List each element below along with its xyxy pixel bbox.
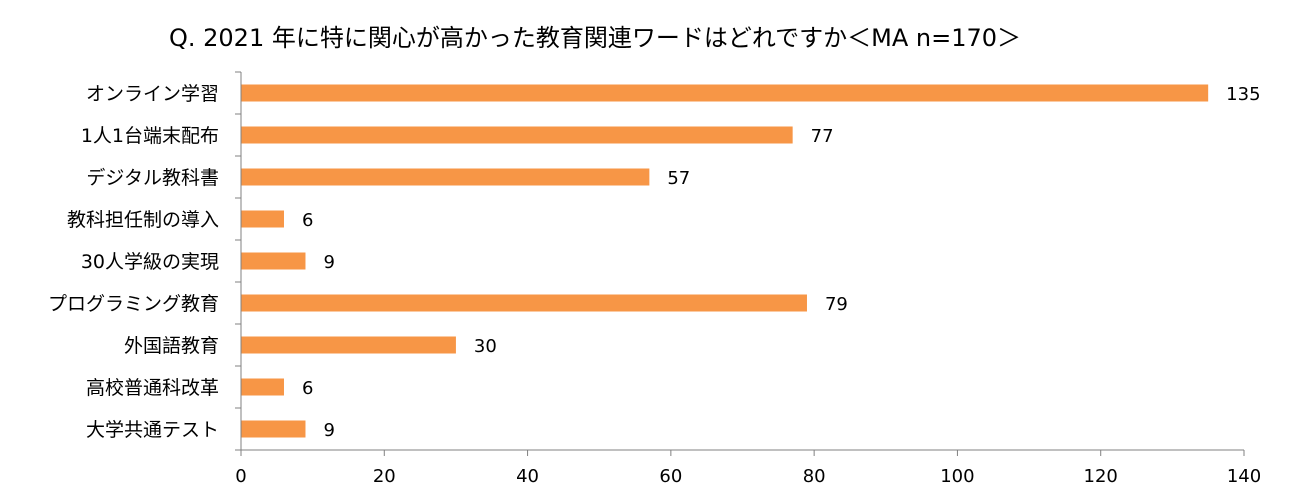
category-label: オンライン学習 (86, 83, 219, 105)
data-label: 9 (323, 420, 334, 441)
bar (241, 378, 284, 396)
x-tick-label: 20 (373, 466, 396, 487)
x-tick-label: 80 (803, 466, 826, 487)
category-label: 大学共通テスト (86, 419, 219, 441)
chart-title: Q. 2021 年に特に関心が高かった教育関連ワードはどれですか＜MA n=17… (168, 24, 1022, 52)
bar (241, 84, 1209, 102)
bar (241, 210, 284, 228)
category-label: 教科担任制の導入 (67, 209, 219, 231)
bar (241, 126, 793, 144)
data-label: 77 (811, 126, 834, 147)
bar (241, 294, 807, 312)
x-tick-label: 140 (1227, 466, 1261, 487)
x-tick-label: 120 (1084, 466, 1118, 487)
data-label: 6 (302, 378, 313, 399)
bar (241, 336, 456, 354)
bar (241, 420, 306, 438)
x-tick-label: 40 (516, 466, 539, 487)
category-label: 高校普通科改革 (86, 377, 219, 399)
x-tick-label: 60 (659, 466, 682, 487)
data-label: 57 (667, 168, 690, 189)
data-label: 135 (1226, 84, 1260, 105)
data-label: 6 (302, 210, 313, 231)
x-tick-label: 100 (940, 466, 974, 487)
category-label: プログラミング教育 (48, 293, 219, 315)
category-label: 外国語教育 (124, 335, 219, 357)
category-label: デジタル教科書 (86, 167, 219, 189)
data-label: 30 (474, 336, 497, 357)
data-label: 9 (323, 252, 334, 273)
category-label: 1人1台端末配布 (81, 125, 219, 147)
data-label: 79 (825, 294, 848, 315)
bar (241, 168, 650, 186)
category-label: 30人学級の実現 (81, 251, 219, 273)
bar (241, 252, 306, 270)
x-tick-label: 0 (235, 466, 246, 487)
